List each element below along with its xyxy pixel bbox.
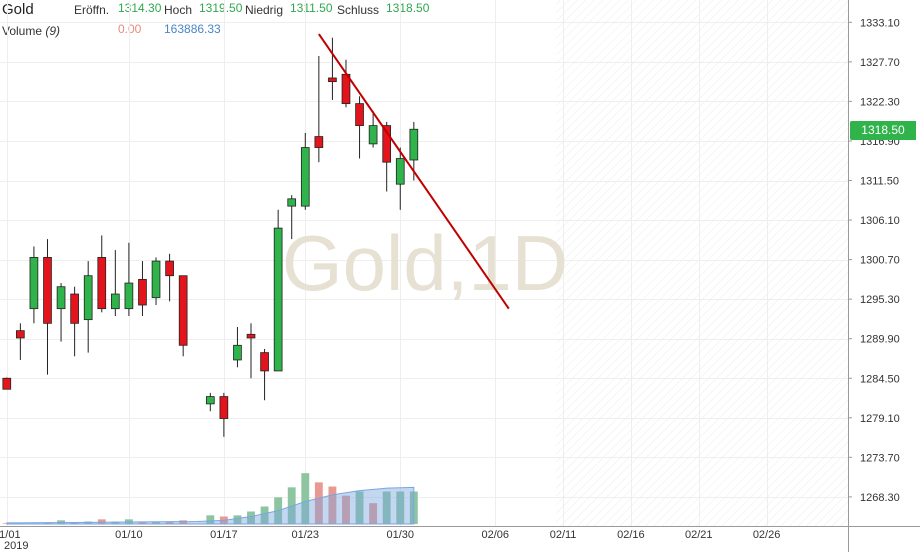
- volume-label: Volume: [2, 24, 43, 38]
- candle-body: [205, 396, 215, 405]
- candle-body: [246, 333, 256, 339]
- volume-bar: [342, 495, 350, 524]
- volume-bar: [111, 521, 120, 524]
- low-label: Niedrig: [245, 3, 284, 17]
- candle-body: [409, 128, 419, 161]
- date-tick-label: 02/21: [685, 529, 713, 541]
- volume-bar: [70, 522, 79, 524]
- volume-indicator-name[interactable]: Volume (9): [2, 24, 60, 38]
- trendline: [318, 33, 510, 310]
- candle-body: [260, 352, 269, 372]
- candle-body: [368, 125, 378, 145]
- volume-bar: [396, 491, 405, 524]
- volume-bar: [314, 482, 323, 524]
- date-tick-label: 01/01: [0, 529, 21, 541]
- volume-bar: [301, 473, 310, 524]
- price-tick-label: 1284.50: [860, 373, 900, 385]
- candle-body: [273, 227, 283, 372]
- close-value: 1318.50: [386, 1, 430, 15]
- candle-body: [178, 275, 188, 346]
- volume-bar: [138, 521, 147, 524]
- volume-bar: [233, 515, 242, 524]
- volume-bar: [328, 486, 337, 524]
- candle-body: [97, 257, 107, 310]
- volume-bar: [382, 491, 391, 524]
- candle-body: [83, 275, 93, 321]
- date-tick-label: 01/30: [386, 529, 414, 541]
- volume-bar: [206, 515, 215, 524]
- candle-body: [355, 103, 364, 126]
- candle-body: [219, 396, 229, 419]
- candle-body: [233, 344, 242, 361]
- open-value: 1314.30: [118, 1, 162, 15]
- year-label: 2019: [4, 540, 28, 552]
- candle-body: [287, 198, 297, 207]
- candle-body: [124, 282, 134, 310]
- volume-bar: [247, 511, 255, 524]
- candle-body: [16, 330, 25, 339]
- price-tick-label: 1289.90: [860, 334, 900, 346]
- last-price-tag: 1318.50: [850, 121, 916, 140]
- candle-body: [395, 158, 405, 185]
- date-tick-label: 02/26: [753, 529, 781, 541]
- candle-body: [165, 260, 174, 277]
- price-tick-label: 1279.10: [860, 413, 900, 425]
- candle-body: [70, 293, 79, 324]
- high-value: 1319.50: [199, 1, 243, 15]
- price-tick-label: 1333.10: [860, 17, 900, 29]
- date-tick-label: 02/11: [550, 529, 577, 541]
- volume-value-2: 163886.33: [164, 22, 221, 36]
- volume-bar: [97, 519, 106, 524]
- symbol-name[interactable]: Gold: [2, 1, 34, 18]
- volume-bar: [355, 491, 364, 524]
- watermark-text: Gold,1D: [282, 219, 568, 307]
- price-tick-label: 1268.30: [860, 492, 900, 504]
- candle-body: [110, 293, 120, 310]
- candle-body: [138, 278, 147, 306]
- volume-bar: [152, 521, 160, 524]
- price-tick-label: 1311.50: [860, 176, 899, 188]
- chart-header: Gold Eröffn. 1314.30 Hoch 1319.50 Niedri…: [0, 0, 600, 44]
- candle-body: [43, 257, 52, 324]
- date-tick-label: 01/23: [292, 529, 320, 541]
- low-value: 1311.50: [290, 1, 333, 15]
- date-tick-label: 02/16: [617, 529, 645, 541]
- volume-bar: [179, 520, 188, 524]
- price-tick-label: 1322.30: [860, 96, 900, 108]
- volume-ma-area: [6, 486, 415, 525]
- volume-param: (9): [45, 24, 61, 38]
- price-tick-label: 1306.10: [860, 215, 900, 227]
- price-tick-label: 1300.70: [860, 255, 900, 267]
- candle-body: [2, 377, 12, 390]
- date-tick-label: 01/17: [210, 529, 238, 541]
- date-tick-label: 02/06: [481, 529, 509, 541]
- future-area: [556, 0, 848, 526]
- candle-body: [56, 286, 66, 310]
- close-label: Schluss: [337, 3, 380, 17]
- volume-bar: [165, 521, 174, 524]
- price-tick-label: 1295.30: [860, 294, 900, 306]
- candle-body: [300, 147, 310, 207]
- open-label: Eröffn.: [74, 3, 110, 17]
- candle-body: [314, 136, 324, 148]
- price-tick-label: 1273.70: [860, 452, 900, 464]
- volume-bar: [260, 506, 269, 524]
- candle-body: [151, 260, 161, 299]
- candle-body: [328, 77, 337, 83]
- date-tick-label: 01/10: [115, 529, 143, 541]
- candle-body: [382, 125, 392, 163]
- high-label: Hoch: [164, 3, 193, 17]
- candle-body: [29, 257, 39, 310]
- volume-bar: [369, 503, 378, 524]
- price-tick-label: 1327.70: [860, 57, 900, 69]
